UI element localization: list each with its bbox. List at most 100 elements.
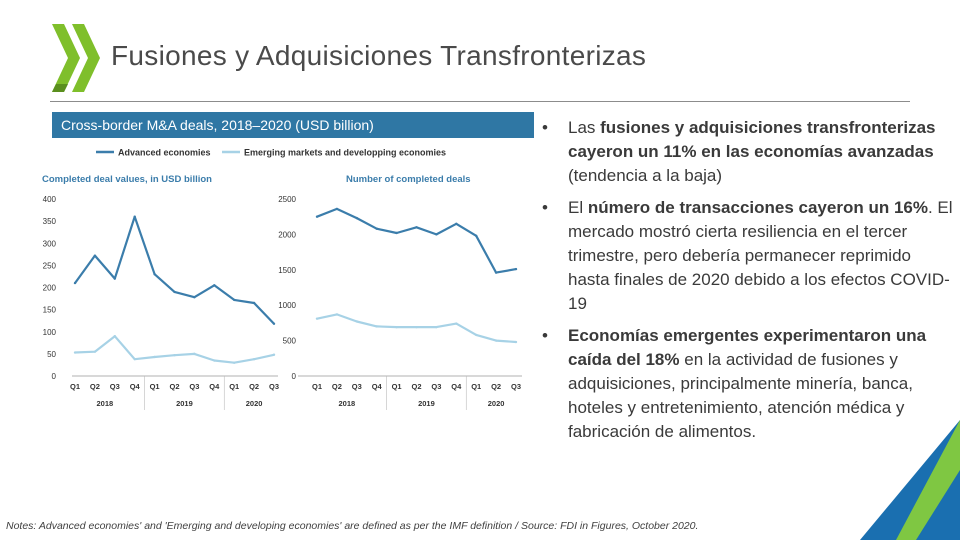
y-tick-label: 150 <box>43 306 57 315</box>
y-tick-label: 400 <box>43 195 57 204</box>
point-emerging <box>233 361 236 364</box>
point-advanced <box>475 234 478 238</box>
legend-label-emerging: Emerging markets and developping economi… <box>244 148 446 158</box>
x-tick-label: Q3 <box>269 382 279 391</box>
logo-shadow <box>52 84 68 92</box>
footnote: Notes: Advanced economies' and 'Emerging… <box>6 520 699 532</box>
panel-title: Completed deal values, in USD billion <box>42 174 212 185</box>
y-tick-label: 500 <box>283 337 297 346</box>
point-advanced <box>315 215 319 218</box>
x-tick-label: Q1 <box>471 382 481 391</box>
y-tick-label: 250 <box>43 261 57 270</box>
y-tick-label: 2000 <box>278 230 296 239</box>
x-tick-label: Q3 <box>189 382 199 391</box>
point-emerging <box>272 353 276 356</box>
x-tick-label: Q1 <box>150 382 160 391</box>
point-advanced <box>173 290 176 294</box>
year-label: 2020 <box>246 399 263 408</box>
y-tick-label: 300 <box>43 239 57 248</box>
panel-title: Number of completed deals <box>346 174 471 185</box>
x-tick-label: Q4 <box>130 382 141 391</box>
y-tick-label: 1500 <box>278 266 296 275</box>
y-tick-label: 50 <box>47 350 56 359</box>
bullet-list: • Las fusiones y adquisiciones transfront… <box>536 116 954 452</box>
point-emerging <box>173 354 176 357</box>
point-advanced <box>415 226 418 229</box>
x-tick-label: Q4 <box>372 382 383 391</box>
point-advanced <box>213 284 216 287</box>
x-tick-label: Q1 <box>312 382 322 391</box>
bullet-text-bold: Economías emergentes experimentaron una … <box>568 325 927 369</box>
bullet-dot: • <box>542 197 548 217</box>
corner-blue <box>860 420 960 540</box>
point-advanced <box>93 254 97 257</box>
y-tick-label: 1000 <box>278 301 296 310</box>
bullet-dot: • <box>542 325 548 345</box>
point-emerging <box>514 340 518 344</box>
legend-label-advanced: Advanced economies <box>118 148 211 158</box>
year-label: 2019 <box>418 399 435 408</box>
point-emerging <box>415 325 418 329</box>
point-emerging <box>315 317 319 320</box>
bullet-item: • Las fusiones y adquisiciones transfront… <box>536 116 954 189</box>
y-tick-label: 2500 <box>278 195 296 204</box>
x-tick-label: Q1 <box>392 382 402 391</box>
point-advanced <box>252 301 256 305</box>
point-emerging <box>375 325 378 328</box>
bullet-text: Las <box>568 118 601 137</box>
x-tick-label: Q2 <box>332 382 342 391</box>
logo-chevron-left <box>52 24 80 92</box>
point-advanced <box>494 271 498 274</box>
bullet-text: El <box>568 197 588 217</box>
x-tick-label: Q3 <box>511 382 521 391</box>
year-label: 2018 <box>97 399 114 408</box>
point-advanced <box>514 267 518 271</box>
bullet-text-bold: fusiones y adquisiciones transfronteriza… <box>568 118 936 162</box>
x-tick-label: Q3 <box>352 382 362 391</box>
oecd-logo-icon <box>52 24 100 92</box>
x-tick-label: Q1 <box>229 382 239 391</box>
bullet-text: (tendencia a la baja) <box>568 166 723 186</box>
y-tick-label: 0 <box>52 372 57 381</box>
point-advanced <box>193 296 196 299</box>
x-tick-label: Q4 <box>209 382 220 391</box>
point-advanced <box>113 277 117 280</box>
page-title: Fusiones y Adquisiciones Transfronteriza… <box>111 40 647 71</box>
point-advanced <box>133 215 136 218</box>
bullet-item: • Economías emergentes experimentaron una… <box>536 324 954 445</box>
point-emerging <box>133 357 136 361</box>
y-tick-label: 350 <box>43 217 57 226</box>
x-tick-label: Q2 <box>249 382 259 391</box>
x-tick-label: Q4 <box>451 382 462 391</box>
point-emerging <box>193 352 196 356</box>
x-tick-label: Q3 <box>431 382 441 391</box>
bullet-text-bold: número de transacciones cayeron un 16% <box>587 197 928 217</box>
y-tick-label: 200 <box>43 284 57 293</box>
corner-decoration-icon <box>860 420 960 540</box>
point-emerging <box>494 339 498 342</box>
point-advanced <box>153 273 156 276</box>
point-advanced <box>435 233 438 236</box>
point-emerging <box>252 357 256 361</box>
point-emerging <box>475 333 478 337</box>
x-tick-label: Q3 <box>110 382 120 391</box>
y-tick-label: 100 <box>43 328 57 337</box>
x-tick-label: Q2 <box>90 382 100 391</box>
x-tick-label: Q2 <box>411 382 421 391</box>
bullet-dot: • <box>542 118 548 137</box>
point-emerging <box>113 334 117 338</box>
x-tick-label: Q1 <box>70 382 80 391</box>
point-emerging <box>153 355 156 359</box>
point-emerging <box>73 351 77 354</box>
point-emerging <box>355 320 358 323</box>
year-label: 2020 <box>488 399 505 408</box>
chart-background <box>38 138 534 420</box>
logo-chevron-right <box>72 24 100 92</box>
point-advanced <box>375 227 378 230</box>
point-advanced <box>335 207 339 211</box>
chart-area: Advanced economies Emerging markets and d… <box>38 138 534 420</box>
point-emerging <box>93 350 97 353</box>
point-advanced <box>272 322 276 325</box>
bullet-text: en la actividad de fusiones y adquisicio… <box>568 349 913 442</box>
point-emerging <box>455 322 458 325</box>
